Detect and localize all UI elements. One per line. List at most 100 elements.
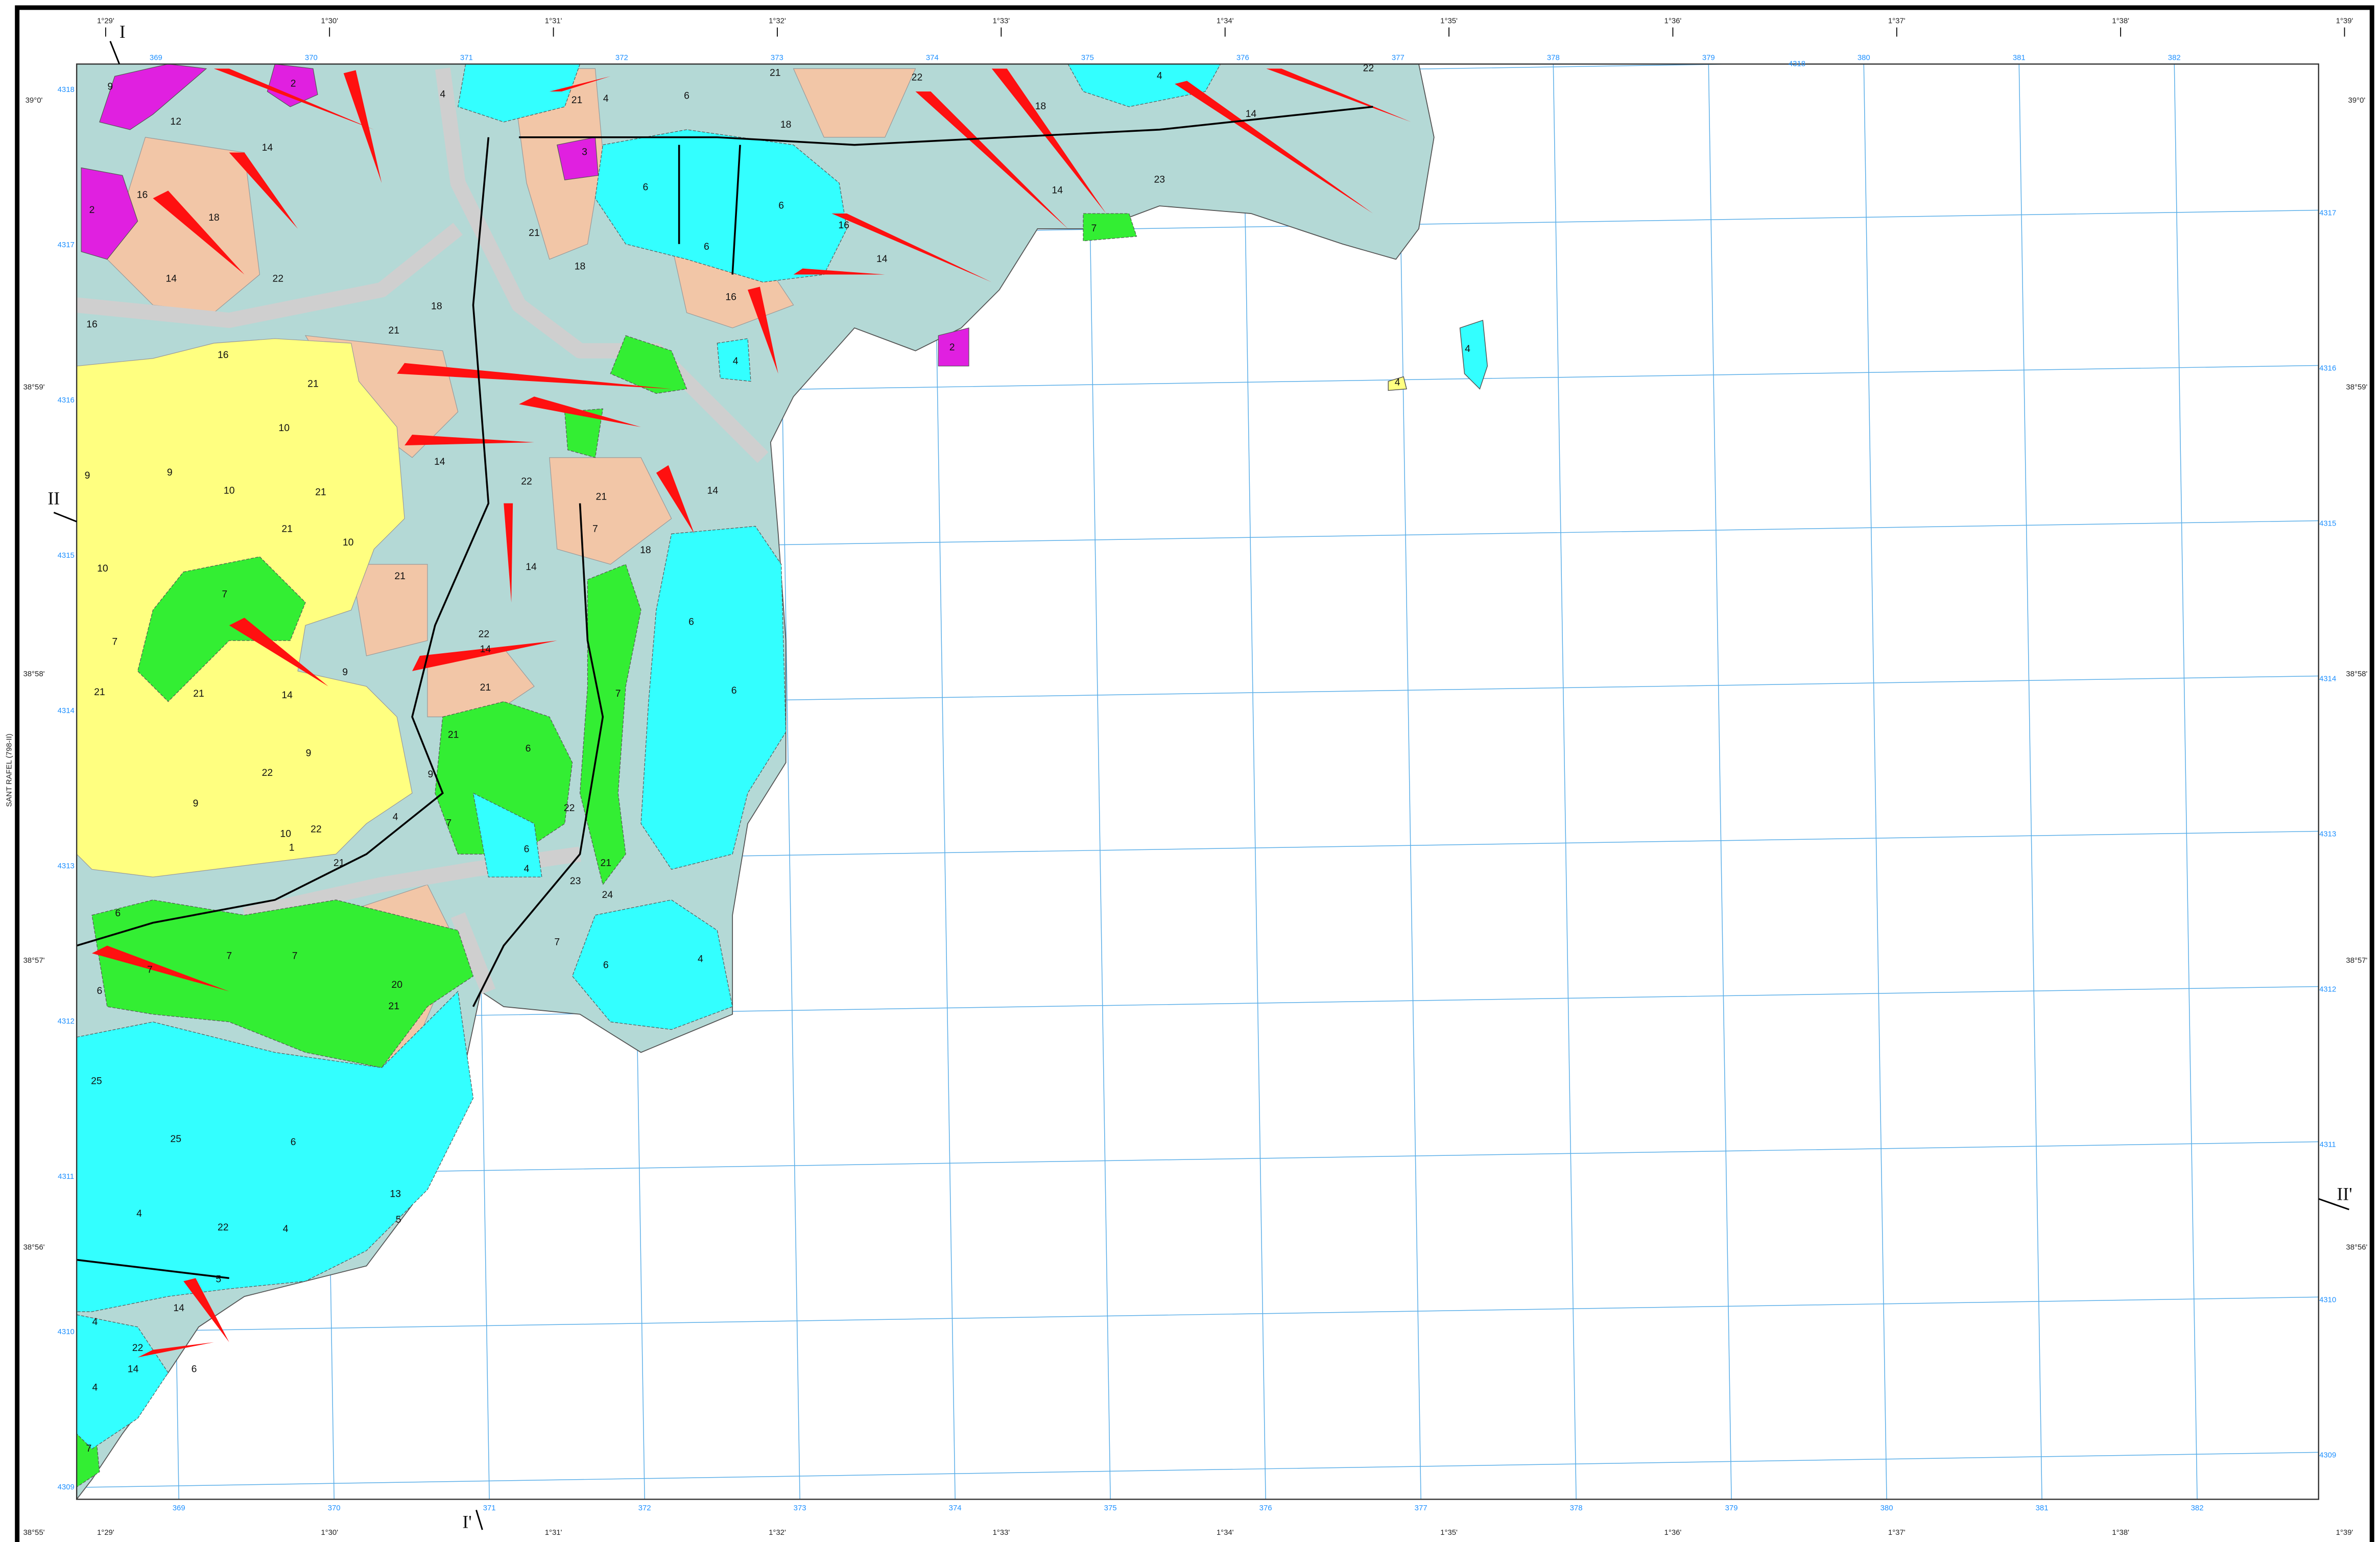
easting-label: 375 [1081,53,1094,62]
unit-label: 14 [526,561,537,573]
grid-line [77,1141,2319,1177]
easting-label: 378 [1547,53,1560,62]
unit-label: 4 [1465,343,1470,354]
unit-label: 18 [208,212,220,223]
easting-label: 374 [926,53,939,62]
unit-label: 1 [289,842,295,853]
latitude-label: 38°56' [23,1243,44,1252]
grid-line [1863,64,1887,1500]
unit-label: 5 [216,1274,221,1285]
unit-label: 4 [92,1316,98,1327]
longitude-label: 1°39' [2336,17,2353,26]
northing-label: 4309 [58,1483,75,1491]
unit-label: 20 [391,979,402,990]
unit-label: 16 [86,319,98,330]
unit-label: 9 [85,470,90,481]
unit-label: 6 [115,908,121,919]
unit-label: 6 [192,1364,197,1375]
unit-label: 6 [524,843,530,855]
unit-label: 22 [564,802,575,814]
outer-border [15,5,2374,1542]
unit-label: 14 [165,273,177,284]
grid-line [1087,64,1111,1500]
unit-label: 4 [92,1382,98,1393]
unit-label: 4 [603,93,609,104]
unit-label: 21 [529,227,540,239]
unit-label: 14 [173,1302,184,1314]
unit-label: 22 [479,628,490,639]
latitude-label: 38°57' [23,956,44,965]
easting-label: 372 [638,1504,651,1512]
northing-label: 4312 [58,1017,75,1026]
northing-label: 4311 [58,1172,74,1181]
unit-label: 14 [1246,108,1257,120]
unit-label: 2 [291,78,296,89]
unit-label: 4 [733,355,739,367]
unit-label: 21 [281,523,293,534]
northing-label: 4313 [58,862,75,870]
unit-label: 6 [526,743,531,754]
easting-label: 371 [460,53,473,62]
unit-label: 9 [107,81,113,92]
unit-label: 4 [136,1208,142,1219]
unit-label: 23 [1154,174,1165,185]
unit-label: 7 [1091,223,1097,234]
unit-label: 18 [640,544,651,556]
unit-label: 21 [315,487,326,498]
northing-label: 4312 [2319,985,2336,993]
unit-label: 5 [396,1214,401,1225]
longitude-label: 1°31' [545,1528,562,1537]
longitude-label: 1°39' [2336,1528,2353,1537]
easting-label: 375 [1104,1504,1117,1512]
easting-label: 380 [1858,53,1870,62]
longitude-label: 1°34' [1217,1528,1234,1537]
longitude-label: 1°37' [1888,17,1906,26]
grid-line [1553,64,1577,1500]
northing-label: 4314 [58,706,75,715]
unit-label: 18 [780,119,792,130]
unit-label: 7 [592,523,598,534]
unit-label: 10 [280,828,291,840]
faults [77,106,1373,1279]
unit-label: 7 [86,1443,92,1454]
unit-label: 25 [91,1075,102,1086]
longitude-label: 1°38' [2112,1528,2129,1537]
latitude-label: 38°56' [2346,1243,2367,1252]
easting-label: 370 [328,1504,341,1512]
unit-label: 21 [770,67,781,78]
unit-label: 6 [603,959,609,970]
unit-label: 9 [342,667,348,678]
unit-label: 14 [128,1364,139,1375]
unit-label: 9 [193,798,199,809]
unit-label: 2 [89,204,95,216]
unit-label: 21 [307,378,319,390]
unit-label: 16 [838,220,849,231]
longitude-label: 1°33' [992,1528,1010,1537]
unit-label: 7 [222,589,227,600]
easting-label: 371 [483,1504,496,1512]
easting-label: 381 [2036,1504,2049,1512]
labels: SANT RAFEL (798-II) 1°29' 1°30' 1°31' 1°32' 1… [5,17,2368,1537]
unit-label: 6 [643,181,649,193]
unit-label: 21 [572,94,583,106]
northing-label: 4318 [58,85,75,94]
unit-label: 9 [167,467,173,478]
easting-label: 377 [1392,53,1405,62]
easting-label: 382 [2191,1504,2204,1512]
unit-label: 3 [582,147,587,158]
easting-label: 372 [615,53,628,62]
longitude-label: 1°36' [1664,1528,1682,1537]
section-label: I [120,21,126,42]
latitude-label: 38°57' [2346,956,2367,965]
easting-label: 378 [1570,1504,1583,1512]
unit-label: 14 [1052,184,1063,196]
longitude-label: 1°30' [321,1528,338,1537]
side-label: SANT RAFEL (798-II) [5,733,14,806]
latitude-label: 38°58' [23,670,44,678]
longitude-label: 1°31' [545,17,562,26]
longitude-label: 1°29' [97,1528,114,1537]
grid-line [1708,64,1732,1500]
islet [1388,376,1407,391]
unit-label: 21 [394,571,406,582]
